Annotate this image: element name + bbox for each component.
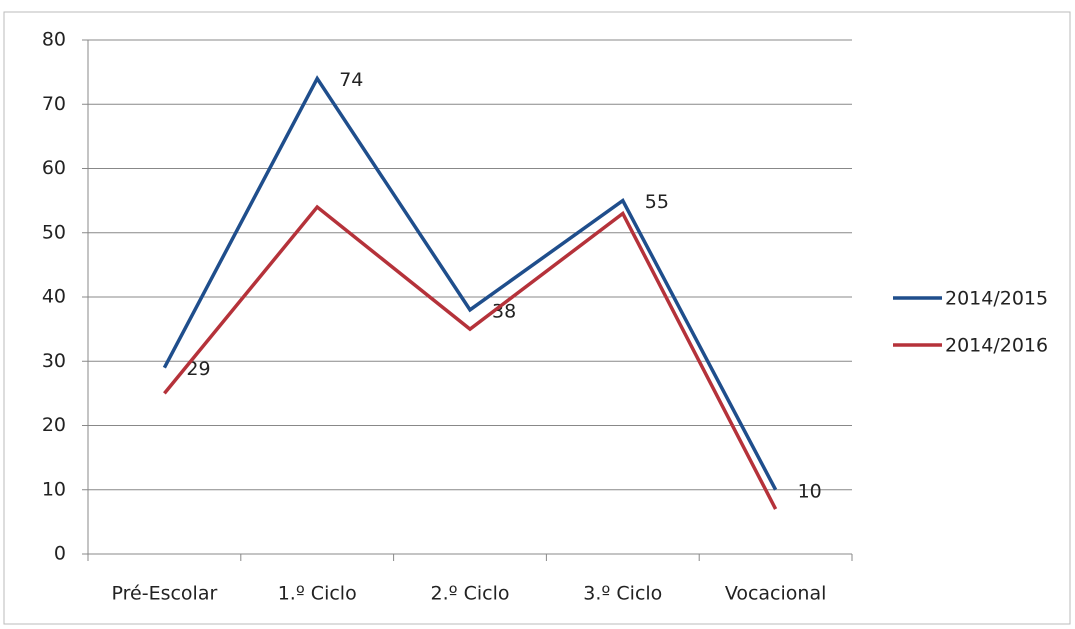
y-tick-label: 20	[42, 414, 66, 436]
x-tick-label: 1.º Ciclo	[278, 583, 357, 605]
x-tick-label: Vocacional	[725, 583, 827, 605]
data-label: 55	[645, 191, 669, 213]
legend-label: 2014/2016	[945, 335, 1048, 357]
data-label: 10	[798, 480, 822, 502]
y-tick-label: 50	[42, 221, 66, 243]
y-tick-label: 30	[42, 350, 66, 372]
y-tick-label: 10	[42, 478, 66, 500]
y-tick-label: 70	[42, 93, 66, 115]
series-line	[162, 75, 778, 491]
legend-label: 2014/2015	[945, 288, 1048, 310]
x-tick-label: 2.º Ciclo	[430, 583, 509, 605]
chart-frame	[3, 11, 1071, 625]
x-tick-label: 3.º Ciclo	[583, 583, 662, 605]
x-tick-label: Pré-Escolar	[112, 583, 218, 605]
y-tick-label: 80	[42, 29, 66, 51]
data-label: 74	[339, 69, 363, 91]
y-tick-label: 60	[42, 157, 66, 179]
data-label: 29	[186, 358, 210, 380]
y-tick-label: 40	[42, 286, 66, 308]
series-line	[163, 204, 778, 510]
y-tick-label: 0	[54, 543, 66, 565]
